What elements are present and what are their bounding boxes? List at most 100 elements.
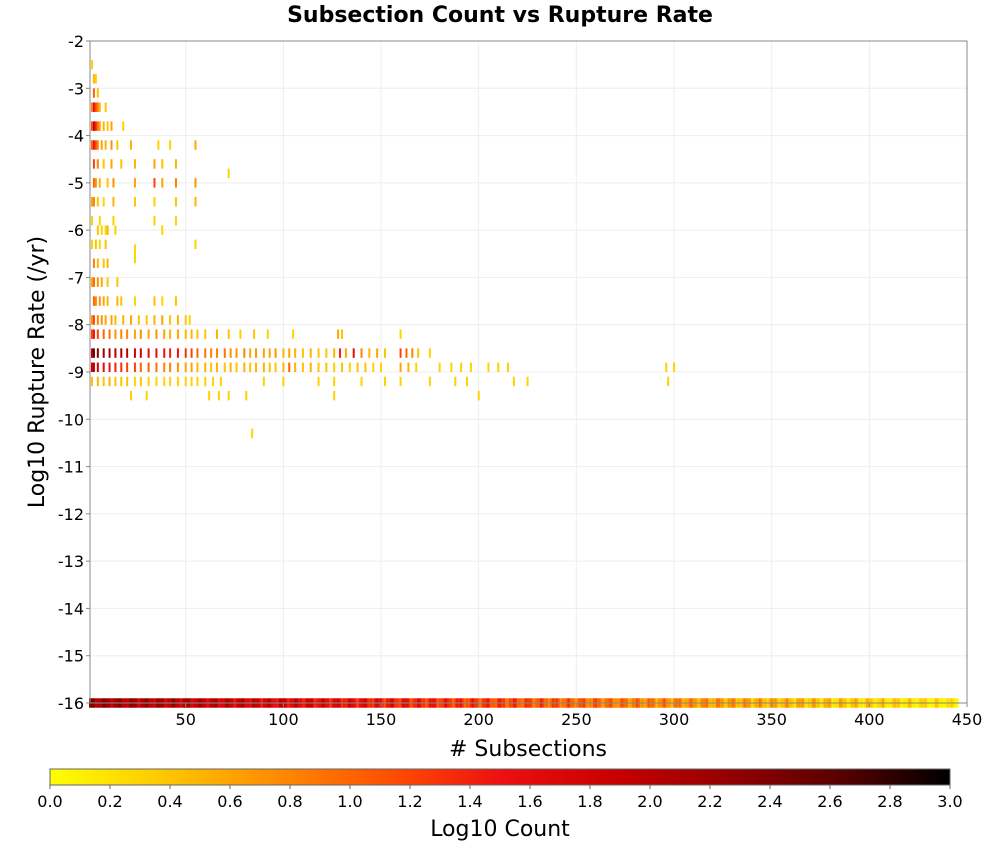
heatmap-cell xyxy=(415,362,418,372)
heatmap-cell xyxy=(352,348,355,358)
heatmap-cell xyxy=(98,239,101,250)
heatmap-cell xyxy=(120,362,123,372)
heatmap-cell xyxy=(262,348,265,358)
heatmap-cell xyxy=(497,362,500,372)
heatmap-cell xyxy=(96,258,99,268)
heatmap-cell xyxy=(90,121,93,131)
heatmap-cell xyxy=(507,362,510,372)
heatmap-cell xyxy=(96,140,99,150)
heatmap-cell xyxy=(114,225,117,235)
x-tick-label: 200 xyxy=(463,710,494,729)
colorbar-tick-label: 0.8 xyxy=(277,792,302,811)
heatmap-cell xyxy=(92,258,95,268)
heatmap-cell xyxy=(301,362,304,372)
heatmap-cell xyxy=(255,362,258,372)
heatmap-cell xyxy=(294,362,297,372)
heatmap-cell xyxy=(190,329,193,339)
heatmap-cell xyxy=(249,362,252,372)
y-tick-label: -7 xyxy=(68,268,84,287)
heatmap-cell xyxy=(155,329,158,339)
heatmap-cell xyxy=(130,140,133,150)
heatmap-cell xyxy=(98,102,101,112)
heatmap-cell xyxy=(317,348,320,358)
heatmap-cell xyxy=(227,329,230,339)
heatmap-cell xyxy=(94,102,97,112)
heatmap-cell xyxy=(235,348,238,358)
heatmap-cell xyxy=(174,215,177,226)
heatmap-cell xyxy=(90,140,93,150)
heatmap-cell xyxy=(133,329,136,339)
heatmap-cell xyxy=(438,362,441,372)
heatmap-cell xyxy=(360,376,363,387)
heatmap-cell xyxy=(229,362,232,372)
heatmap-cell xyxy=(96,376,99,387)
heatmap-cell xyxy=(487,362,490,372)
x-axis-label: # Subsections xyxy=(449,737,607,762)
heatmap-cell xyxy=(116,277,119,287)
heatmap-cell xyxy=(104,102,107,112)
y-tick-label: -11 xyxy=(58,458,84,477)
heatmap-cell xyxy=(274,348,277,358)
heatmap-cell xyxy=(243,348,246,358)
heatmap-cell xyxy=(301,348,304,358)
heatmap-cell xyxy=(110,159,113,169)
heatmap-cell xyxy=(333,362,336,372)
heatmap-cell xyxy=(116,140,119,150)
heatmap-cell xyxy=(90,59,93,70)
heatmap-cell xyxy=(92,296,95,306)
heatmap-cell xyxy=(333,348,336,358)
heatmap-cell xyxy=(90,215,93,226)
heatmap-cell xyxy=(92,159,95,169)
heatmap-cell xyxy=(114,376,117,387)
heatmap-cell xyxy=(344,348,347,358)
grid-lines xyxy=(90,40,968,704)
heatmap-cell xyxy=(333,376,336,387)
heatmap-cell xyxy=(92,121,95,131)
colorbar-tick-label: 2.2 xyxy=(697,792,722,811)
heatmap-cell xyxy=(309,348,312,358)
heatmap-cell xyxy=(262,362,265,372)
heatmap-cell xyxy=(245,390,248,401)
heatmap-cell xyxy=(147,362,150,372)
colorbar-tick-label: 0.6 xyxy=(217,792,242,811)
heatmap-cell xyxy=(268,362,271,372)
x-tick-label: 400 xyxy=(854,710,885,729)
colorbar-tick-label: 0.4 xyxy=(157,792,182,811)
heatmap-cell xyxy=(333,390,336,401)
heatmap-cell xyxy=(161,159,164,169)
heatmap-cell xyxy=(208,390,211,401)
heatmap-cell xyxy=(190,348,193,358)
heatmap-cell xyxy=(190,362,193,372)
heatmap-cell xyxy=(360,348,363,358)
heatmap-cell xyxy=(90,277,93,287)
heatmap-cell xyxy=(317,376,320,387)
heatmap-cell xyxy=(399,348,402,358)
colorbar-label: Log10 Count xyxy=(430,817,570,842)
heatmap-cell xyxy=(120,296,123,306)
heatmap-cell xyxy=(266,329,269,339)
y-tick-label: -3 xyxy=(68,79,84,98)
heatmap-cell xyxy=(235,362,238,372)
heatmap-cell xyxy=(130,390,133,401)
y-tick-label: -15 xyxy=(58,647,84,666)
heatmap-cell xyxy=(405,348,408,358)
heatmap-cell xyxy=(157,140,160,150)
heatmap-cell xyxy=(288,362,291,372)
heatmap-cell xyxy=(94,74,97,84)
heatmap-cell xyxy=(96,348,99,358)
heatmap-cell xyxy=(526,376,529,387)
heatmap-cell xyxy=(92,102,95,112)
heatmap-cell xyxy=(90,197,93,207)
heatmap-cell xyxy=(133,362,136,372)
heatmap-cell xyxy=(163,329,166,339)
heatmap-cell xyxy=(122,315,125,325)
heatmap-cell xyxy=(477,390,480,401)
heatmap-cell xyxy=(92,197,95,207)
heatmap-cell xyxy=(92,315,95,325)
heatmap-cell xyxy=(184,362,187,372)
heatmap-cell xyxy=(161,225,164,235)
y-tick-label: -9 xyxy=(68,363,84,382)
heatmap-cell xyxy=(130,315,133,325)
heatmap-cell xyxy=(102,258,105,268)
